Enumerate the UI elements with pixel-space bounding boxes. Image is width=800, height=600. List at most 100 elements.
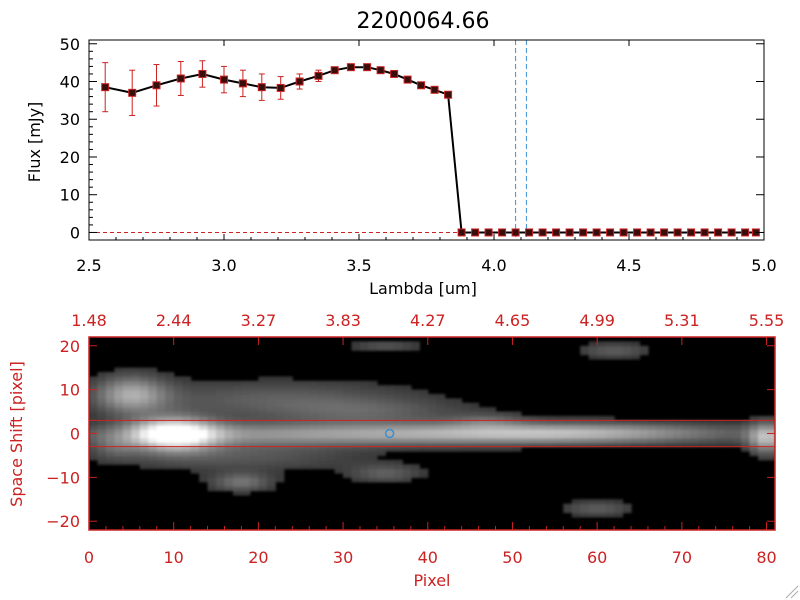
heatmap-cell — [292, 394, 302, 400]
heatmap-cell — [546, 437, 556, 443]
heatmap-cell — [114, 376, 124, 382]
heatmap-cell — [444, 429, 454, 435]
heatmap-cell — [360, 411, 370, 417]
heatmap-top-tick-label-8: 5.55 — [749, 311, 785, 330]
heatmap-cell — [309, 451, 319, 457]
heatmap-cell — [360, 455, 370, 461]
heatmap-cell — [258, 429, 268, 435]
heatmap-cell — [249, 481, 259, 487]
heatmap-cell — [656, 429, 666, 435]
heatmap-cell — [89, 437, 99, 443]
heatmap-cell — [343, 459, 353, 465]
heatmap-cell — [292, 424, 302, 430]
heatmap-cell — [89, 380, 99, 386]
heatmap-cell — [207, 459, 217, 465]
heatmap-cell — [614, 499, 624, 505]
heatmap-cell — [207, 446, 217, 452]
x-axis-label: Lambda [um] — [369, 279, 477, 298]
heatmap-cell — [199, 389, 209, 395]
heatmap-cell — [139, 372, 149, 378]
heatmap-cell — [461, 402, 471, 408]
heatmap-x-axis-label: Pixel — [413, 571, 450, 590]
heatmap-cell — [275, 429, 285, 435]
heatmap-cell — [97, 433, 107, 439]
heatmap-cell — [343, 437, 353, 443]
heatmap-cell — [376, 433, 387, 439]
heatmap-cell — [309, 442, 319, 448]
heatmap-cell — [588, 433, 598, 439]
heatmap-cell — [461, 411, 471, 417]
heatmap-cell — [317, 459, 327, 465]
heatmap-cell — [190, 411, 200, 417]
heatmap-cell — [139, 367, 149, 373]
heatmap-cell — [436, 429, 446, 435]
heatmap-cell — [436, 433, 446, 439]
heatmap-cell — [292, 420, 302, 426]
heatmap-cell — [266, 464, 276, 470]
heatmap-cell — [292, 464, 302, 470]
data-point-22 — [484, 228, 493, 237]
heatmap-cell — [614, 424, 624, 430]
heatmap-cell — [453, 411, 463, 417]
heatmap-cell — [351, 455, 361, 461]
heatmap-cell — [563, 442, 573, 448]
heatmap-cell — [402, 472, 412, 478]
heatmap-cell — [258, 477, 268, 483]
heatmap-cell — [351, 345, 361, 351]
heatmap-cell — [148, 394, 158, 400]
heatmap-cell — [266, 429, 276, 435]
heatmap-cell — [376, 394, 387, 400]
heatmap-cell — [182, 446, 192, 452]
heatmap-cell — [766, 446, 775, 452]
heatmap-cell — [520, 437, 530, 443]
heatmap-cell — [258, 411, 268, 417]
heatmap-cell — [393, 429, 403, 435]
heatmap-cell — [156, 389, 166, 395]
heatmap-cell — [588, 420, 598, 426]
heatmap-cell — [89, 398, 99, 404]
heatmap-cell — [216, 486, 226, 492]
heatmap-cell — [300, 442, 310, 448]
heatmap-cell — [275, 380, 285, 386]
heatmap-cell — [317, 424, 327, 430]
heatmap-cell — [385, 411, 395, 417]
heatmap-cell — [487, 411, 497, 417]
heatmap-cell — [605, 499, 615, 505]
heatmap-cell — [207, 424, 217, 430]
heatmap-cell — [165, 429, 175, 435]
heatmap-cell — [275, 385, 285, 391]
heatmap-cell — [749, 420, 759, 426]
heatmap-cell — [351, 433, 361, 439]
heatmap-cell — [232, 437, 243, 443]
heatmap-cell — [453, 433, 463, 439]
resize-grip-icon[interactable] — [785, 585, 799, 599]
heatmap-cell — [461, 415, 471, 421]
heatmap-cell — [639, 437, 649, 443]
heatmap-cell — [283, 389, 293, 395]
heatmap-cell — [326, 385, 336, 391]
heatmap-cell — [664, 420, 674, 426]
heatmap-cell — [478, 411, 488, 417]
heatmap-cell — [385, 459, 395, 465]
heatmap-cell — [300, 394, 310, 400]
heatmap-cell — [571, 499, 581, 505]
heatmap-cell — [199, 468, 209, 474]
heatmap-cell — [139, 398, 149, 404]
heatmap-cell — [190, 451, 200, 457]
heatmap-cell — [232, 424, 243, 430]
heatmap-cell — [351, 468, 361, 474]
heatmap-cell — [190, 459, 200, 465]
heatmap-cell — [232, 407, 243, 413]
heatmap-cell — [89, 385, 99, 391]
heatmap-cell — [148, 411, 158, 417]
heatmap-cell — [664, 433, 674, 439]
heatmap-cell — [300, 389, 310, 395]
heatmap-cell — [148, 407, 158, 413]
heatmap-cell — [580, 508, 590, 514]
heatmap-cell — [766, 442, 775, 448]
heatmap-cell — [410, 402, 420, 408]
heatmap-cell — [605, 345, 615, 351]
heatmap-cell — [334, 437, 344, 443]
heatmap-cell — [681, 424, 691, 430]
